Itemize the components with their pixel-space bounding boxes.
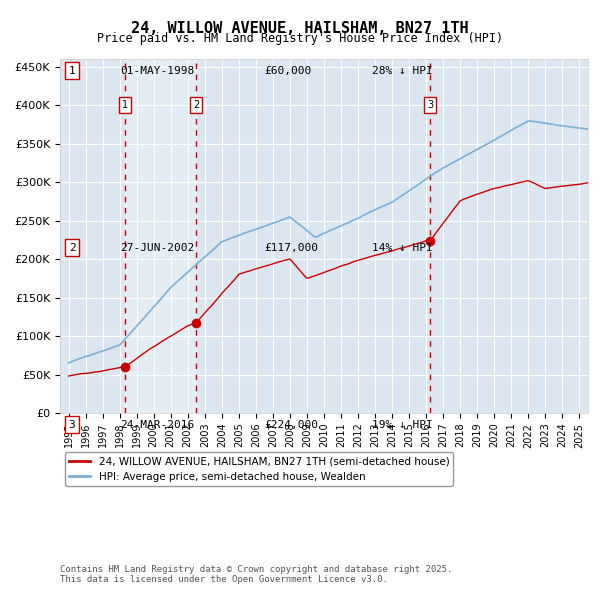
- Bar: [125, 59, 196, 413]
- Text: £60,000: £60,000: [264, 66, 311, 76]
- Text: 14% ↓ HPI: 14% ↓ HPI: [372, 243, 433, 253]
- Text: 1: 1: [68, 66, 76, 76]
- Text: 2: 2: [193, 100, 199, 110]
- Text: 2: 2: [68, 243, 76, 253]
- Bar: [196, 59, 430, 413]
- Text: 1: 1: [122, 100, 128, 110]
- Text: Price paid vs. HM Land Registry's House Price Index (HPI): Price paid vs. HM Land Registry's House …: [97, 32, 503, 45]
- Text: 19% ↓ HPI: 19% ↓ HPI: [372, 420, 433, 430]
- Text: 24, WILLOW AVENUE, HAILSHAM, BN27 1TH: 24, WILLOW AVENUE, HAILSHAM, BN27 1TH: [131, 21, 469, 35]
- Text: 01-MAY-1998: 01-MAY-1998: [120, 66, 194, 76]
- Text: 28% ↓ HPI: 28% ↓ HPI: [372, 66, 433, 76]
- Text: 3: 3: [68, 420, 76, 430]
- Text: 24-MAR-2016: 24-MAR-2016: [120, 420, 194, 430]
- Text: £224,000: £224,000: [264, 420, 318, 430]
- Legend: 24, WILLOW AVENUE, HAILSHAM, BN27 1TH (semi-detached house), HPI: Average price,: 24, WILLOW AVENUE, HAILSHAM, BN27 1TH (s…: [65, 452, 454, 486]
- Text: £117,000: £117,000: [264, 243, 318, 253]
- Text: 3: 3: [427, 100, 433, 110]
- Text: 27-JUN-2002: 27-JUN-2002: [120, 243, 194, 253]
- Text: Contains HM Land Registry data © Crown copyright and database right 2025.
This d: Contains HM Land Registry data © Crown c…: [60, 565, 452, 584]
